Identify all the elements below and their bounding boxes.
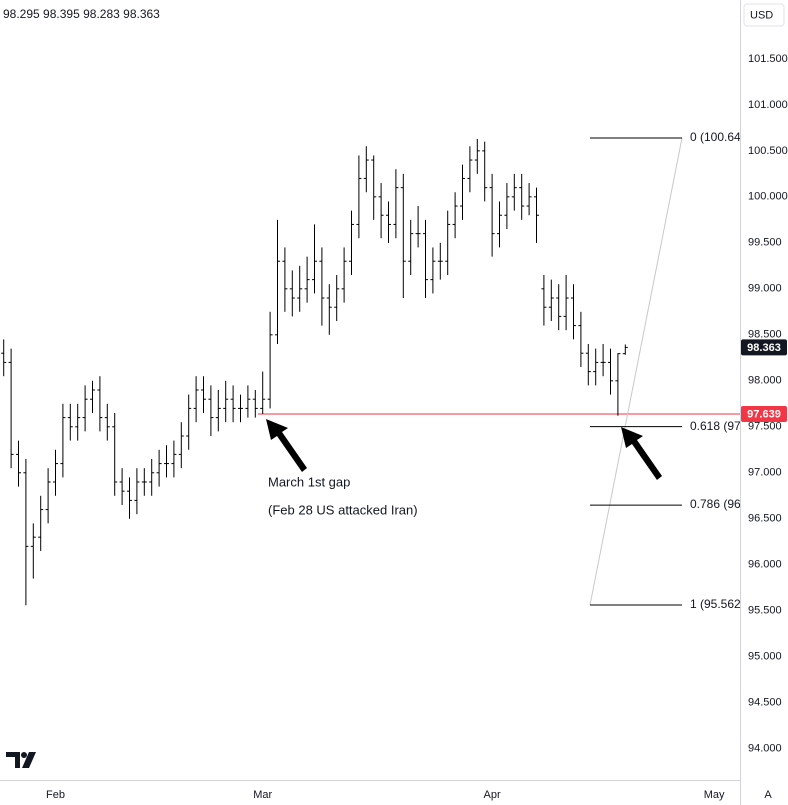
logo xyxy=(6,752,36,768)
fib-level-label: 0 (100.64 xyxy=(690,130,741,144)
x-tick-label: Apr xyxy=(484,789,501,801)
y-tick-label: 100.000 xyxy=(748,191,788,203)
high-value: 98.395 xyxy=(43,7,80,21)
y-tick-label: 97.500 xyxy=(748,421,782,433)
open-value: 98.295 xyxy=(3,7,40,21)
y-tick-label: 94.000 xyxy=(748,743,782,755)
currency-button[interactable] xyxy=(743,3,785,27)
y-tick-label: 98.500 xyxy=(748,329,782,341)
y-tick-label: 97.000 xyxy=(748,467,782,479)
last-price-label: 98.363 xyxy=(747,342,781,354)
y-tick-label: 99.500 xyxy=(748,237,782,249)
y-tick-label: 98.000 xyxy=(748,375,782,387)
fib-level-label: 1 (95.562 xyxy=(690,597,741,611)
fib-level-label: 0.618 (97 xyxy=(690,419,741,433)
x-tick-label: Feb xyxy=(46,789,65,801)
auto-scale[interactable]: A xyxy=(764,789,772,801)
arrow xyxy=(266,419,307,472)
y-tick-label: 96.500 xyxy=(748,513,782,525)
close-value: 98.363 xyxy=(123,7,160,21)
low-value: 98.283 xyxy=(83,7,120,21)
y-tick-label: 101.500 xyxy=(748,53,788,65)
plot-area: 0 (100.64 0.618 (97 0.786 (96 1 (95.562 xyxy=(1,130,741,611)
arrow xyxy=(621,427,662,480)
y-tick-label: 95.500 xyxy=(748,605,782,617)
annotation: (Feb 28 US attacked Iran) xyxy=(268,502,418,517)
x-tick-label: Mar xyxy=(253,789,272,801)
currency[interactable]: USD xyxy=(750,9,773,21)
y-tick-label: 99.000 xyxy=(748,283,782,295)
y-tick-label: 95.000 xyxy=(748,651,782,663)
ohlc-header: 98.295 98.395 98.283 98.363 xyxy=(3,7,160,21)
line-price-label: 97.639 xyxy=(747,408,781,420)
y-tick-label: 100.500 xyxy=(748,145,788,157)
line-price-box xyxy=(741,406,787,423)
y-tick-label: 94.500 xyxy=(748,697,782,709)
x-tick-label: May xyxy=(704,789,725,801)
y-tick-label: 96.000 xyxy=(748,559,782,571)
last-price-box xyxy=(741,339,787,356)
fib-level-label: 0.786 (96 xyxy=(690,497,741,511)
annotation: March 1st gap xyxy=(268,474,350,489)
y-tick-label: 101.000 xyxy=(748,99,788,111)
fib-trend-line xyxy=(589,137,683,606)
